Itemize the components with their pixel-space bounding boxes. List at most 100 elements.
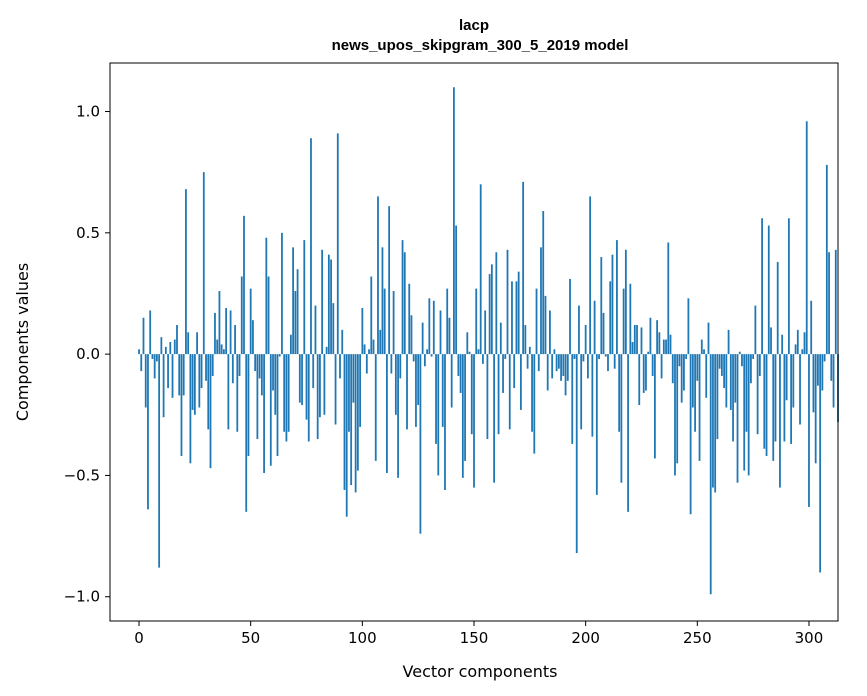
bar — [479, 184, 482, 355]
bar — [289, 334, 292, 355]
bar — [727, 329, 730, 355]
bar — [272, 354, 274, 391]
bar — [499, 322, 502, 355]
bar — [211, 354, 214, 376]
bar — [419, 354, 422, 534]
bar — [830, 354, 833, 381]
bar — [368, 349, 370, 355]
bar — [649, 317, 652, 355]
bar — [522, 181, 525, 355]
bar — [464, 354, 466, 461]
bar — [680, 354, 683, 403]
bar — [332, 303, 335, 355]
bar — [696, 354, 699, 381]
bar — [765, 354, 768, 457]
bar — [674, 354, 676, 476]
bar — [546, 354, 549, 391]
bar — [566, 354, 569, 381]
bar — [602, 312, 605, 355]
bar — [439, 310, 442, 355]
bar — [763, 354, 766, 449]
bar — [741, 354, 743, 367]
bar — [801, 349, 804, 355]
bar — [515, 281, 518, 355]
bar — [640, 327, 643, 355]
bar — [828, 252, 830, 355]
bar — [205, 354, 207, 381]
bar — [723, 354, 726, 389]
bar — [776, 261, 779, 355]
bar — [356, 354, 359, 471]
bar — [167, 354, 169, 389]
bar — [339, 354, 341, 379]
bar — [814, 354, 817, 464]
bar — [633, 325, 636, 355]
bar — [834, 249, 837, 355]
bar — [292, 247, 295, 355]
bar — [305, 354, 308, 420]
bar — [551, 354, 554, 379]
bar — [477, 349, 480, 355]
bar — [790, 354, 792, 444]
bar — [283, 354, 286, 432]
bar — [772, 354, 775, 461]
bar — [263, 354, 265, 474]
bar — [408, 283, 411, 355]
bar — [631, 342, 634, 355]
y-tick-label: 0.0 — [76, 345, 100, 363]
y-tick-label: 1.0 — [76, 103, 100, 121]
bar — [703, 349, 705, 355]
x-tick-label: 100 — [348, 629, 377, 647]
bar — [524, 325, 527, 355]
bar — [278, 354, 281, 357]
bar — [812, 354, 815, 413]
bar — [832, 354, 835, 408]
bar — [216, 339, 219, 355]
bar — [189, 354, 192, 464]
bar — [249, 288, 252, 355]
bar — [258, 354, 261, 379]
y-axis-label: Components values — [13, 263, 32, 421]
bar — [754, 305, 757, 355]
bar — [267, 276, 270, 355]
bar — [593, 300, 596, 355]
bar — [573, 354, 576, 359]
bar — [247, 354, 250, 457]
bar — [260, 354, 263, 396]
bar — [645, 354, 647, 391]
bar — [620, 354, 623, 483]
bar — [410, 315, 413, 355]
bar — [144, 354, 147, 408]
bar — [379, 329, 382, 355]
bar — [734, 354, 737, 403]
bar — [187, 332, 190, 355]
bar — [495, 252, 498, 355]
bar — [198, 354, 201, 408]
bar — [314, 305, 317, 355]
bar — [671, 354, 674, 384]
bar — [430, 354, 433, 357]
bar — [544, 295, 547, 355]
bar — [171, 354, 174, 398]
bar — [756, 354, 759, 435]
bar — [406, 354, 408, 430]
bar — [252, 320, 254, 355]
bar — [156, 354, 158, 362]
bar — [185, 189, 187, 355]
bar — [805, 121, 808, 355]
bar — [417, 354, 420, 406]
x-tick-label: 50 — [241, 629, 260, 647]
bar — [497, 354, 500, 435]
bar — [687, 298, 690, 355]
bar — [316, 354, 319, 440]
bar — [164, 346, 167, 355]
bar — [705, 354, 708, 398]
bar — [604, 354, 607, 357]
bar — [683, 354, 685, 391]
bar — [296, 269, 299, 355]
bar — [732, 354, 734, 442]
x-tick-label: 0 — [134, 629, 144, 647]
bar — [444, 354, 446, 490]
bar — [678, 354, 681, 367]
bar — [598, 354, 600, 359]
